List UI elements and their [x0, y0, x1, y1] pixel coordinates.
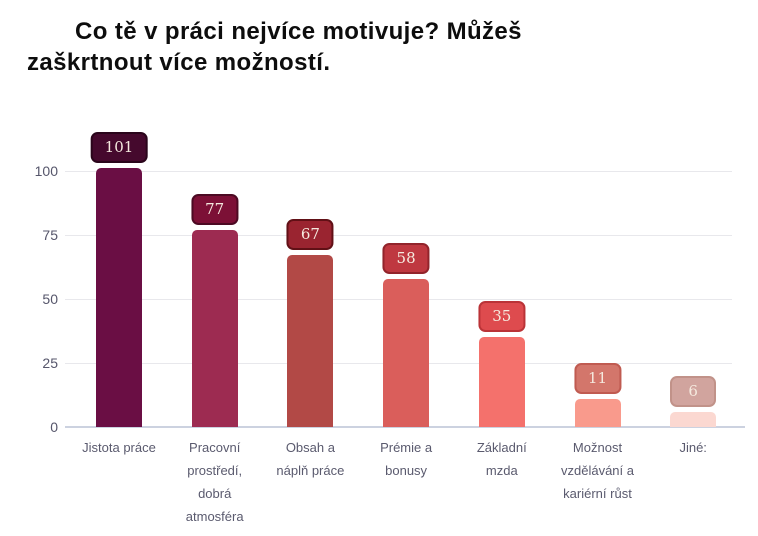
- x-axis-category-label-6: Možnost vzdělávání a kariérní růst: [561, 440, 634, 501]
- value-badge-4: 58: [382, 242, 430, 274]
- gridline-100: [65, 171, 732, 172]
- y-axis-tick-label-25: 25: [42, 355, 58, 371]
- x-axis-baseline: [65, 426, 745, 428]
- value-badge-6: 11: [573, 362, 622, 394]
- y-axis-tick-label-75: 75: [42, 227, 58, 243]
- y-axis-tick-label-50: 50: [42, 291, 58, 307]
- chart-title-line-1: Co tě v práci nejvíce motivuje? Můžeš: [75, 18, 522, 45]
- bar-1[interactable]: [96, 168, 142, 427]
- x-axis-category-label-3: Obsah a náplň práce: [276, 440, 345, 478]
- value-badge-1: 101: [90, 132, 148, 164]
- value-badge-2: 77: [191, 193, 239, 225]
- x-axis-category-label-4: Prémie a bonusy: [380, 440, 433, 478]
- gridline-75: [65, 235, 732, 236]
- chart-title: Co tě v práci nejvíce motivuje? Můžeš za…: [27, 16, 727, 78]
- bar-5[interactable]: [478, 337, 525, 427]
- value-badge-5: 35: [478, 301, 526, 333]
- x-axis-category-label-7: Jiné:: [679, 440, 707, 455]
- x-axis-category-label-5: Základní mzda: [476, 440, 527, 478]
- x-axis-category-label-1: Jistota práce: [82, 440, 156, 455]
- y-axis-tick-label-0: 0: [50, 419, 58, 435]
- chart-title-line-2: zaškrtnout více možností.: [27, 49, 331, 76]
- value-badge-7: 6: [670, 375, 717, 407]
- bar-7[interactable]: [670, 411, 717, 427]
- bar-6[interactable]: [574, 398, 621, 427]
- bar-3[interactable]: [287, 255, 334, 427]
- y-axis-tick-label-100: 100: [34, 163, 58, 179]
- bar-2[interactable]: [191, 229, 238, 427]
- bar-4[interactable]: [383, 278, 430, 427]
- value-badge-3: 67: [286, 219, 334, 251]
- x-axis-category-label-2: Pracovní prostředí, dobrá atmosféra: [185, 440, 244, 524]
